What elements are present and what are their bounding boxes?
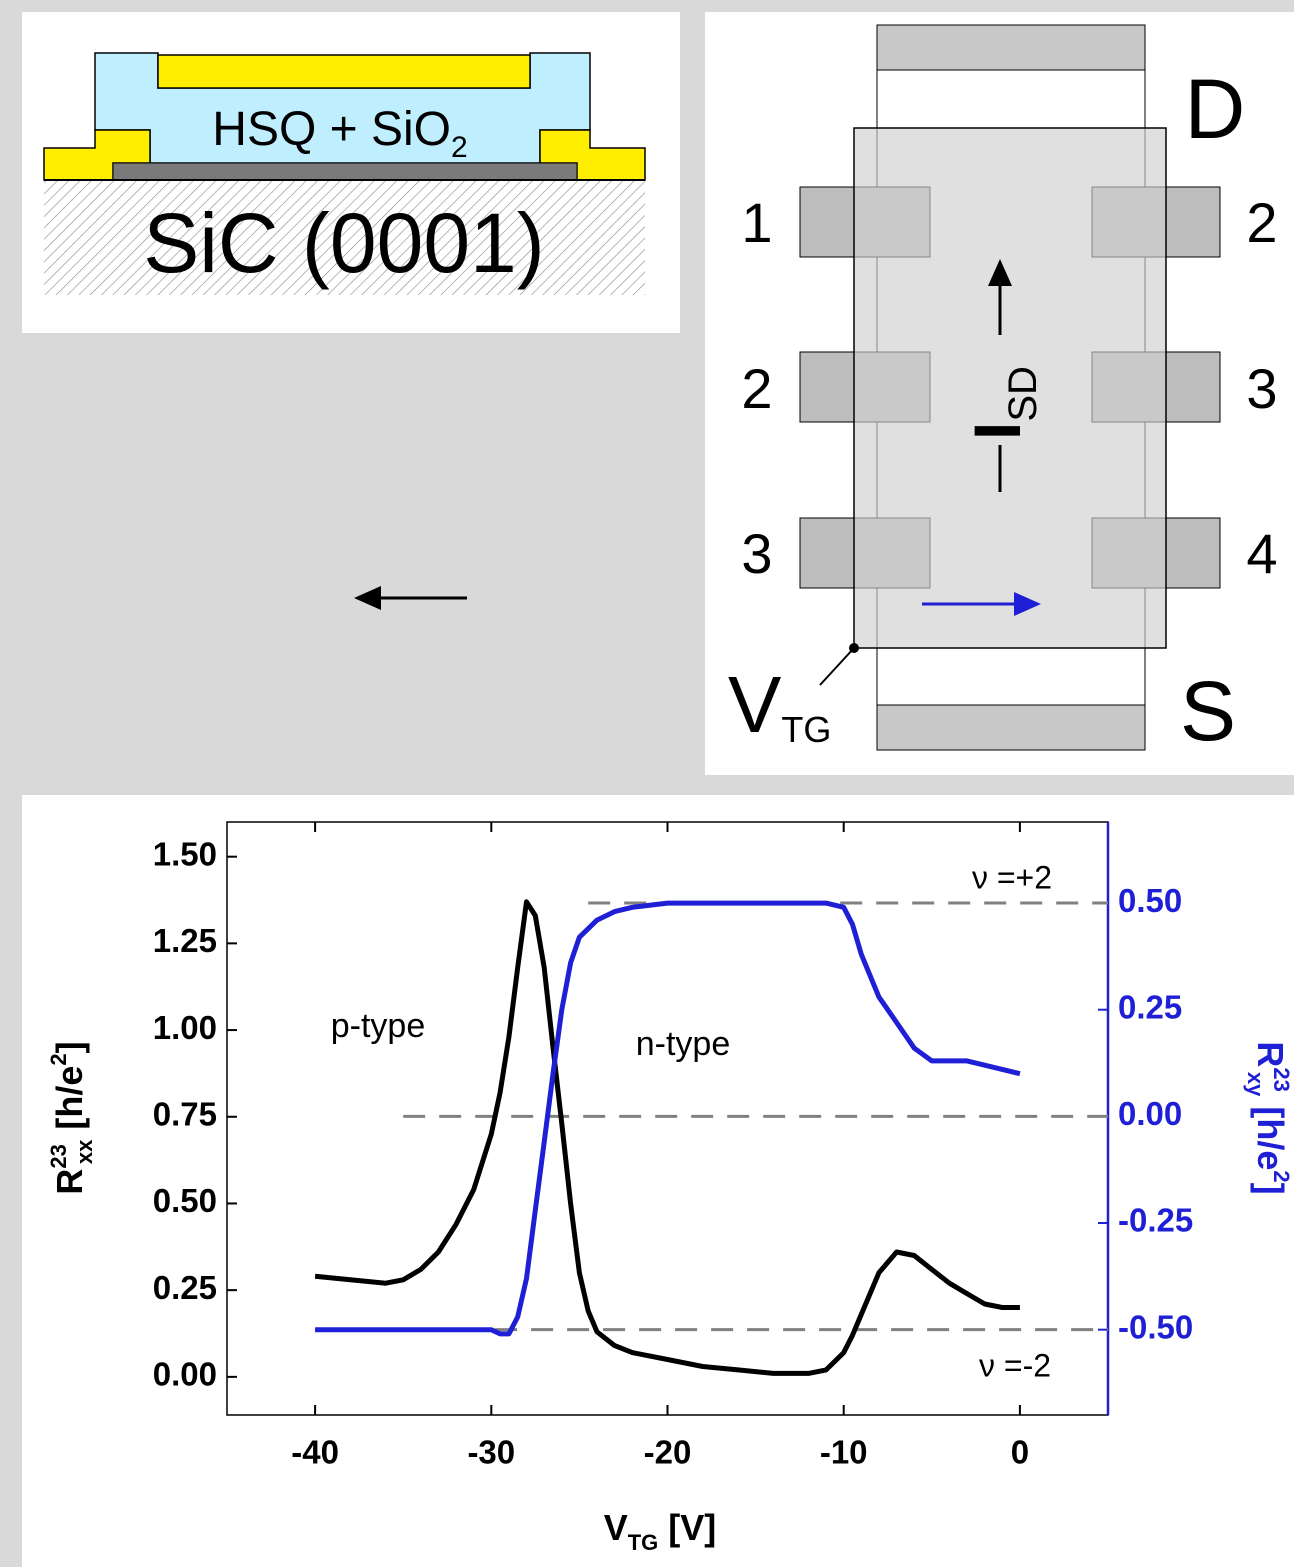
contact-label: 2 (741, 357, 772, 420)
y-tick-label: 1.50 (153, 835, 217, 872)
label-part: 2 (1269, 1170, 1294, 1182)
label-part: 2 (46, 1053, 71, 1065)
top-gate (157, 54, 531, 89)
annotation: p-type (331, 1007, 426, 1045)
data-line (315, 900, 1021, 1337)
x-axis-label: VTG [V] (604, 1507, 717, 1555)
panel (22, 795, 1294, 1567)
label-part: ] (49, 1041, 90, 1053)
substrate (44, 180, 645, 295)
drain-contact (876, 24, 1146, 71)
device: 1 2 3 2 3 4 D S VTG ISD (705, 12, 1294, 775)
label-part: [V] (658, 1507, 716, 1548)
contact-label: 2 (1246, 191, 1277, 254)
contact-label: 1 (741, 191, 772, 254)
label-part: V (604, 1507, 628, 1548)
current-text: I (960, 422, 1034, 440)
source-contact (876, 704, 1146, 751)
gate-text: V (728, 660, 782, 749)
gate-sub: TG (781, 709, 831, 750)
contact-label: 3 (1246, 357, 1277, 420)
layer-label: HSQ + SiO2 (212, 103, 467, 164)
label-part: [h/e (49, 1066, 90, 1140)
label-part: TG (628, 1530, 659, 1555)
y-tick-label: 1.25 (153, 922, 217, 959)
annotation: ν =-2 (979, 1347, 1051, 1383)
y-tick-label: 1.00 (153, 1009, 217, 1046)
gate-dot (849, 643, 859, 653)
chart: p-type n-type ν =+2 ν =-2 VTG [V] R23xx … (46, 586, 1294, 1555)
contact-label: 3 (741, 522, 772, 585)
graphene (112, 162, 578, 181)
layer-text: HSQ + SiO (212, 103, 451, 156)
y-tick-label: 0.75 (153, 1095, 217, 1132)
y-tick-label: 0.25 (153, 1269, 217, 1306)
y2-tick-label: -0.25 (1118, 1202, 1193, 1239)
current-sub: SD (1001, 366, 1045, 422)
label-part: xx (72, 1139, 97, 1164)
y2-tick-label: 0.25 (1118, 988, 1182, 1025)
label-part: 23 (46, 1144, 71, 1168)
x-tick-label: 0 (1011, 1434, 1029, 1471)
gate-lead (819, 647, 855, 686)
y2-tick-label: -0.50 (1118, 1308, 1193, 1345)
gate (853, 127, 1167, 649)
y2-tick-label: 0.00 (1118, 1095, 1182, 1132)
label-part: R (1250, 1041, 1291, 1067)
y-axis-label: R23xx [h/e2] (46, 1041, 97, 1194)
x-tick-label: -40 (291, 1434, 339, 1471)
label-part: 23 (1269, 1067, 1294, 1091)
x-tick-label: -10 (820, 1434, 868, 1471)
data-line (314, 899, 1020, 1376)
y2-tick-label: 0.50 (1118, 882, 1182, 919)
cross-section: HSQ + SiO2 SiC (0001) (22, 12, 680, 333)
label-part: ] (1250, 1183, 1291, 1195)
label-part: R (49, 1169, 90, 1195)
y-tick-label: 0.00 (153, 1356, 217, 1393)
y-tick-label: 0.50 (153, 1182, 217, 1219)
annotation: ν =+2 (972, 859, 1052, 895)
label-part: [h/e (1250, 1096, 1291, 1170)
y2-axis-label: R23xy [h/e2] (1243, 1041, 1294, 1194)
current-label: ISD (960, 366, 1045, 440)
x-tick-label: -20 (644, 1434, 692, 1471)
contact-label: 4 (1246, 522, 1277, 585)
drain-label: D (1185, 62, 1246, 156)
x-tick-label: -30 (467, 1434, 515, 1471)
substrate-label: SiC (0001) (143, 196, 545, 290)
layer-sub: 2 (451, 131, 468, 164)
label-part: xy (1243, 1072, 1268, 1097)
annotation: n-type (636, 1025, 731, 1063)
source-label: S (1180, 664, 1236, 758)
gate-label: VTG (728, 660, 831, 750)
